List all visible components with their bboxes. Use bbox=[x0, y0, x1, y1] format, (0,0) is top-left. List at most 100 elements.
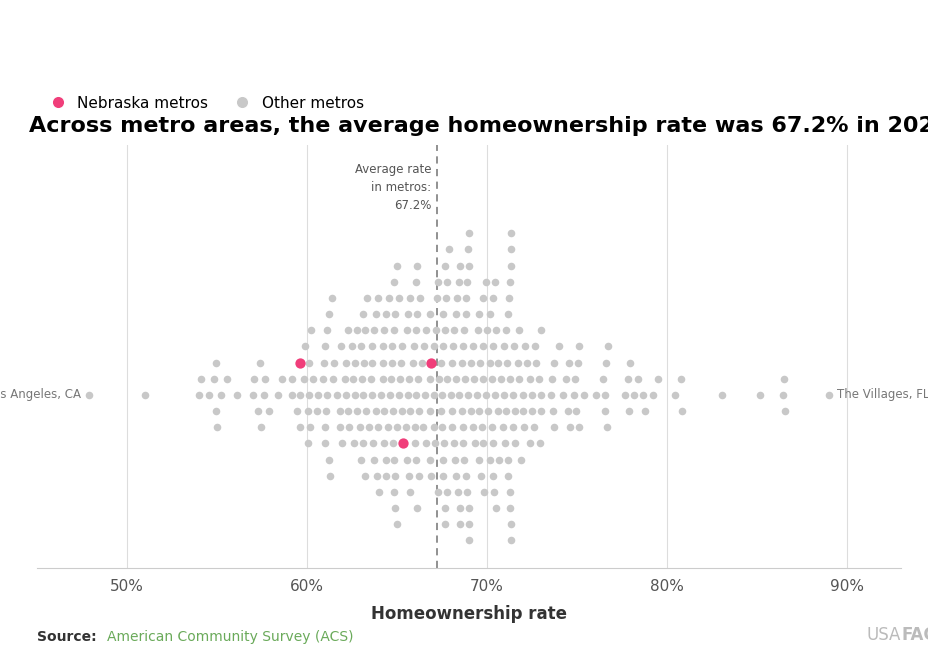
Point bbox=[454, 406, 469, 416]
Point bbox=[507, 406, 522, 416]
Point bbox=[570, 358, 585, 368]
Point bbox=[334, 438, 349, 449]
Point bbox=[305, 373, 320, 384]
Point bbox=[596, 373, 611, 384]
Point bbox=[349, 325, 364, 336]
Point bbox=[503, 260, 518, 271]
Point bbox=[446, 454, 461, 465]
Point bbox=[316, 373, 330, 384]
Point bbox=[358, 406, 373, 416]
Point bbox=[301, 438, 316, 449]
Point bbox=[471, 309, 486, 319]
Point bbox=[645, 389, 660, 400]
Point bbox=[497, 325, 512, 336]
Point bbox=[445, 341, 460, 352]
Point bbox=[543, 389, 558, 400]
Point bbox=[370, 422, 385, 432]
Text: The Villages, FL: The Villages, FL bbox=[836, 389, 928, 401]
Point bbox=[559, 373, 574, 384]
Point bbox=[398, 422, 413, 432]
Point bbox=[482, 358, 496, 368]
Point bbox=[192, 389, 207, 400]
Point bbox=[419, 438, 433, 449]
Point bbox=[476, 486, 491, 497]
Point bbox=[575, 389, 590, 400]
Point bbox=[547, 422, 561, 432]
Point bbox=[317, 341, 332, 352]
Point bbox=[435, 471, 450, 481]
Point bbox=[427, 341, 442, 352]
Point bbox=[499, 454, 514, 465]
Point bbox=[356, 471, 371, 481]
Point bbox=[437, 325, 452, 336]
Point bbox=[340, 325, 354, 336]
Point bbox=[332, 406, 347, 416]
Point bbox=[445, 358, 459, 368]
Point bbox=[587, 389, 602, 400]
Point bbox=[475, 438, 490, 449]
Point bbox=[337, 373, 352, 384]
Point bbox=[318, 406, 333, 416]
Point bbox=[471, 406, 486, 416]
Point bbox=[361, 422, 376, 432]
Point bbox=[246, 389, 261, 400]
Point bbox=[359, 293, 374, 303]
Point bbox=[378, 454, 393, 465]
Point bbox=[434, 389, 449, 400]
Point bbox=[219, 373, 234, 384]
Point bbox=[479, 325, 494, 336]
Point bbox=[375, 341, 390, 352]
Point bbox=[366, 438, 380, 449]
Point bbox=[346, 438, 361, 449]
Point bbox=[383, 373, 398, 384]
Point bbox=[448, 471, 463, 481]
Point bbox=[506, 341, 521, 352]
Text: Source:: Source: bbox=[37, 631, 97, 644]
Point bbox=[82, 389, 97, 400]
Point bbox=[512, 454, 527, 465]
Point bbox=[434, 454, 449, 465]
Point bbox=[401, 471, 416, 481]
Point bbox=[394, 341, 409, 352]
Point bbox=[409, 309, 424, 319]
Point bbox=[393, 373, 407, 384]
Point bbox=[443, 389, 458, 400]
Point bbox=[193, 373, 208, 384]
Point bbox=[449, 293, 464, 303]
Point bbox=[435, 341, 450, 352]
Point bbox=[674, 406, 689, 416]
Point bbox=[470, 325, 485, 336]
Point bbox=[316, 422, 331, 432]
Point bbox=[560, 406, 574, 416]
Point bbox=[532, 438, 547, 449]
Text: USA: USA bbox=[866, 627, 900, 644]
Point bbox=[503, 228, 518, 239]
Point bbox=[208, 406, 223, 416]
Point bbox=[376, 325, 391, 336]
Point bbox=[439, 276, 454, 287]
Point bbox=[502, 276, 517, 287]
Point bbox=[502, 373, 517, 384]
Point bbox=[389, 260, 404, 271]
Point bbox=[292, 358, 307, 368]
Point bbox=[382, 389, 397, 400]
Point bbox=[430, 293, 445, 303]
Point bbox=[509, 358, 524, 368]
Point bbox=[524, 406, 539, 416]
Point bbox=[405, 358, 419, 368]
Point bbox=[566, 389, 581, 400]
Point bbox=[621, 406, 636, 416]
Point bbox=[555, 389, 570, 400]
Text: FACTS: FACTS bbox=[900, 627, 928, 644]
Point bbox=[433, 406, 448, 416]
Point bbox=[438, 260, 453, 271]
Point bbox=[373, 389, 388, 400]
Point bbox=[302, 389, 316, 400]
Point bbox=[229, 389, 244, 400]
Point bbox=[353, 454, 367, 465]
Point bbox=[384, 341, 399, 352]
Point bbox=[667, 389, 682, 400]
Point bbox=[415, 358, 430, 368]
X-axis label: Homeownership rate: Homeownership rate bbox=[371, 605, 566, 623]
Point bbox=[436, 438, 451, 449]
